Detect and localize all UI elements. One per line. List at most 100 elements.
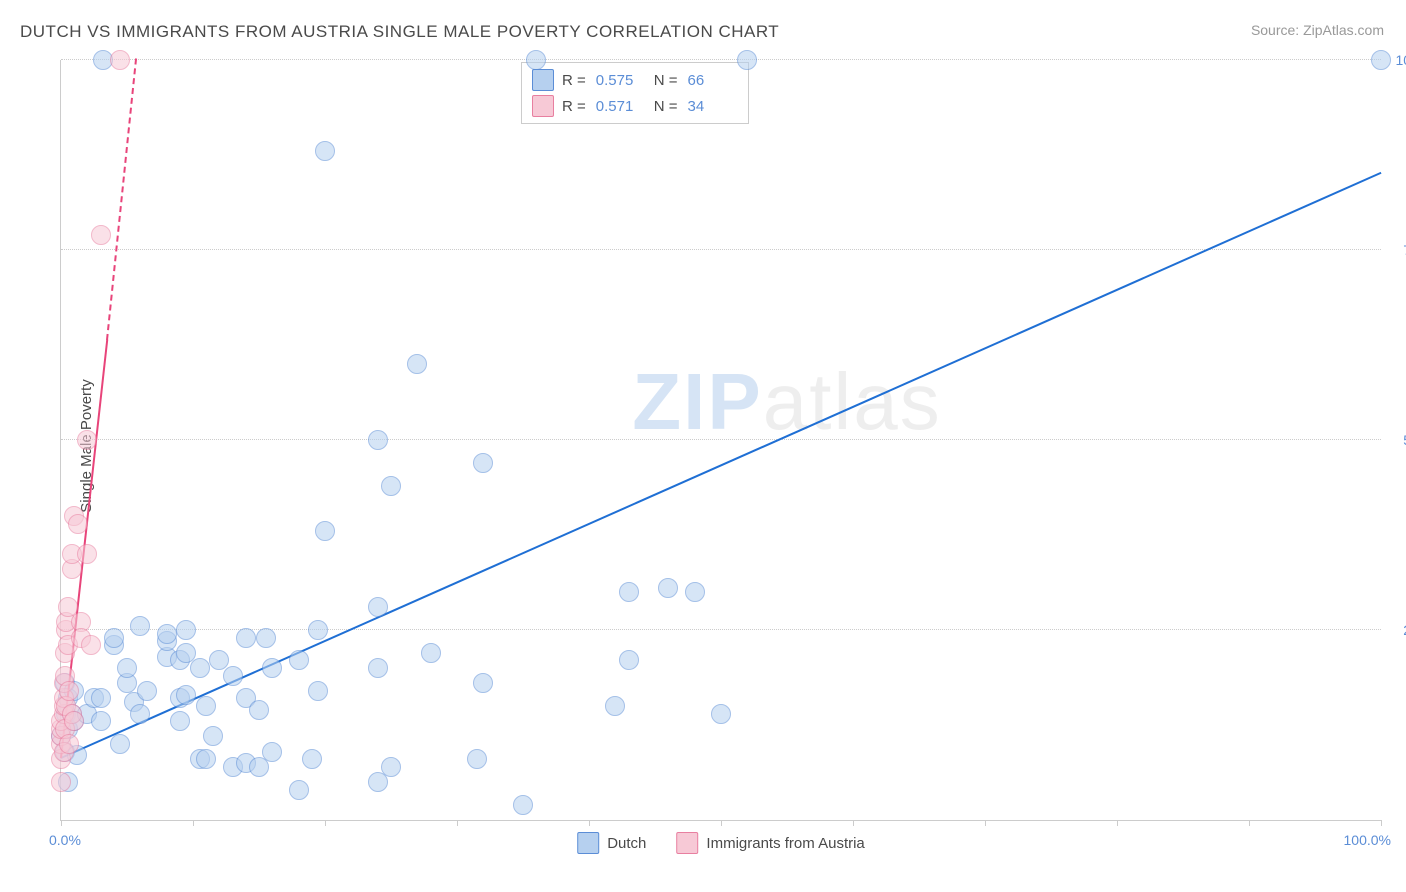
source-attribution: Source: ZipAtlas.com [1251, 22, 1384, 38]
data-point [421, 643, 441, 663]
data-point [407, 354, 427, 374]
data-point [51, 772, 71, 792]
data-point [190, 658, 210, 678]
data-point [658, 578, 678, 598]
y-tick-label: 100.0% [1396, 52, 1406, 68]
data-point [236, 628, 256, 648]
data-point [289, 650, 309, 670]
chart-title: DUTCH VS IMMIGRANTS FROM AUSTRIA SINGLE … [20, 22, 779, 42]
legend-label-austria: Immigrants from Austria [706, 835, 864, 852]
gridline-h [61, 249, 1381, 250]
data-point [513, 795, 533, 815]
data-point [130, 616, 150, 636]
data-point [81, 635, 101, 655]
data-point [203, 726, 223, 746]
legend-item-dutch: Dutch [577, 832, 646, 854]
gridline-h [61, 59, 1381, 60]
data-point [619, 650, 639, 670]
legend-swatch-austria [676, 832, 698, 854]
legend-row: R =0.575N =66 [532, 67, 738, 93]
data-point [619, 582, 639, 602]
trend-line [61, 172, 1382, 759]
data-point [368, 430, 388, 450]
data-point [256, 628, 276, 648]
data-point [196, 749, 216, 769]
data-point [77, 544, 97, 564]
source-link[interactable]: ZipAtlas.com [1303, 22, 1384, 38]
data-point [1371, 50, 1391, 70]
data-point [170, 711, 190, 731]
data-point [91, 225, 111, 245]
data-point [685, 582, 705, 602]
data-point [473, 453, 493, 473]
watermark-zip: ZIP [632, 357, 762, 446]
x-tick [985, 820, 986, 826]
data-point [68, 514, 88, 534]
data-point [289, 780, 309, 800]
data-point [737, 50, 757, 70]
data-point [368, 658, 388, 678]
x-tick [1249, 820, 1250, 826]
x-tick [1381, 820, 1382, 826]
data-point [308, 620, 328, 640]
trend-line [106, 59, 137, 340]
data-point [196, 696, 216, 716]
x-tick [853, 820, 854, 826]
x-tick [193, 820, 194, 826]
x-tick [325, 820, 326, 826]
data-point [526, 50, 546, 70]
legend-swatch [532, 69, 554, 91]
data-point [302, 749, 322, 769]
data-point [104, 628, 124, 648]
x-tick [457, 820, 458, 826]
legend-r-value: 0.571 [596, 98, 646, 115]
data-point [110, 50, 130, 70]
data-point [64, 711, 84, 731]
data-point [176, 620, 196, 640]
data-point [117, 658, 137, 678]
data-point [315, 521, 335, 541]
x-axis-end-label: 100.0% [1344, 832, 1391, 848]
data-point [223, 666, 243, 686]
data-point [467, 749, 487, 769]
data-point [91, 688, 111, 708]
data-point [368, 597, 388, 617]
data-point [381, 757, 401, 777]
data-point [91, 711, 111, 731]
data-point [262, 742, 282, 762]
data-point [249, 700, 269, 720]
data-point [110, 734, 130, 754]
data-point [59, 681, 79, 701]
data-point [711, 704, 731, 724]
x-tick [721, 820, 722, 826]
data-point [77, 430, 97, 450]
data-point [59, 734, 79, 754]
legend-n-label: N = [654, 72, 678, 89]
data-point [262, 658, 282, 678]
source-label: Source: [1251, 22, 1303, 38]
x-tick [589, 820, 590, 826]
data-point [381, 476, 401, 496]
correlation-legend: R =0.575N =66R =0.571N =34 [521, 62, 749, 124]
gridline-h [61, 439, 1381, 440]
legend-r-label: R = [562, 98, 586, 115]
x-axis-start-label: 0.0% [49, 832, 81, 848]
legend-r-label: R = [562, 72, 586, 89]
legend-swatch [532, 95, 554, 117]
series-legend: Dutch Immigrants from Austria [577, 832, 865, 854]
data-point [157, 624, 177, 644]
data-point [308, 681, 328, 701]
legend-label-dutch: Dutch [607, 835, 646, 852]
legend-n-value: 34 [688, 98, 738, 115]
legend-item-austria: Immigrants from Austria [676, 832, 864, 854]
data-point [176, 685, 196, 705]
data-point [315, 141, 335, 161]
scatter-plot-area: ZIPatlas R =0.575N =66R =0.571N =34 Dutc… [60, 60, 1381, 821]
legend-swatch-dutch [577, 832, 599, 854]
data-point [605, 696, 625, 716]
legend-row: R = 0.571 N = 34 [532, 93, 738, 119]
data-point [137, 681, 157, 701]
legend-n-label: N = [654, 98, 678, 115]
x-tick [1117, 820, 1118, 826]
data-point [130, 704, 150, 724]
